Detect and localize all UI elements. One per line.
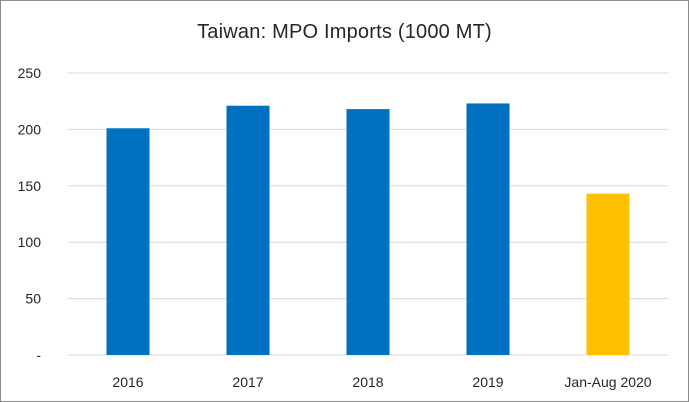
- chart-title: Taiwan: MPO Imports (1000 MT): [197, 21, 492, 43]
- y-tick-label-0: -: [36, 347, 41, 363]
- bar-0: [106, 128, 150, 355]
- bar-1: [226, 105, 270, 355]
- bar-2: [346, 109, 390, 355]
- x-tick-label-1: 2017: [232, 374, 263, 390]
- x-tick-label-0: 2016: [112, 374, 143, 390]
- y-tick-label-4: 200: [18, 121, 42, 137]
- x-tick-label-2: 2018: [352, 374, 383, 390]
- y-tick-label-2: 100: [18, 234, 42, 250]
- bar-3: [466, 103, 510, 356]
- x-tick-label-3: 2019: [472, 374, 503, 390]
- bar-4: [586, 193, 630, 355]
- x-tick-label-4: Jan-Aug 2020: [564, 374, 651, 390]
- y-tick-label-5: 250: [18, 65, 42, 81]
- y-tick-label-3: 150: [18, 178, 42, 194]
- y-tick-label-1: 50: [25, 291, 41, 307]
